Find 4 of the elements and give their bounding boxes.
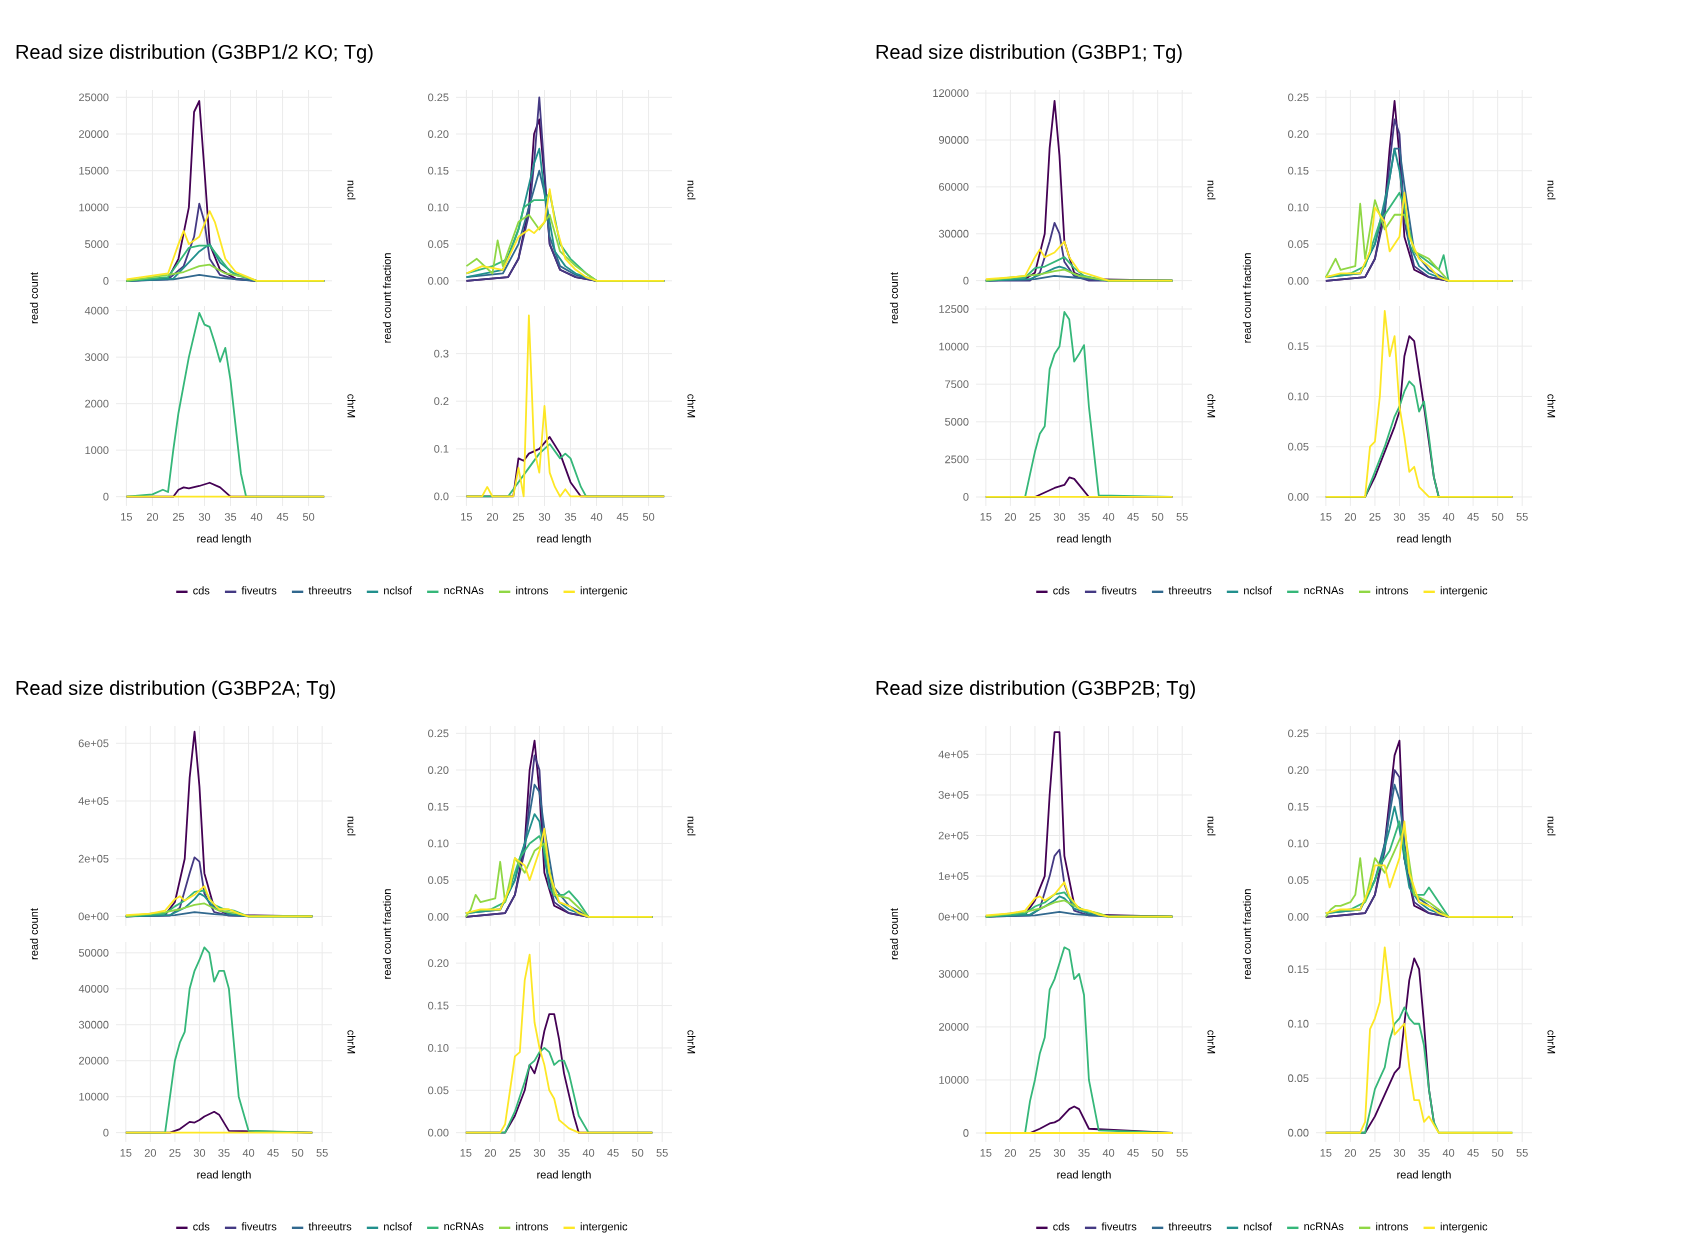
chart-title: Read size distribution (G3BP1/2 KO; Tg): [16, 44, 373, 63]
chart-title: Read size distribution (G3BP1; Tg): [876, 44, 1182, 63]
chart-title: Read size distribution (G3BP2A; Tg): [16, 680, 335, 699]
chart-title: Read size distribution (G3BP2B; Tg): [876, 680, 1195, 699]
